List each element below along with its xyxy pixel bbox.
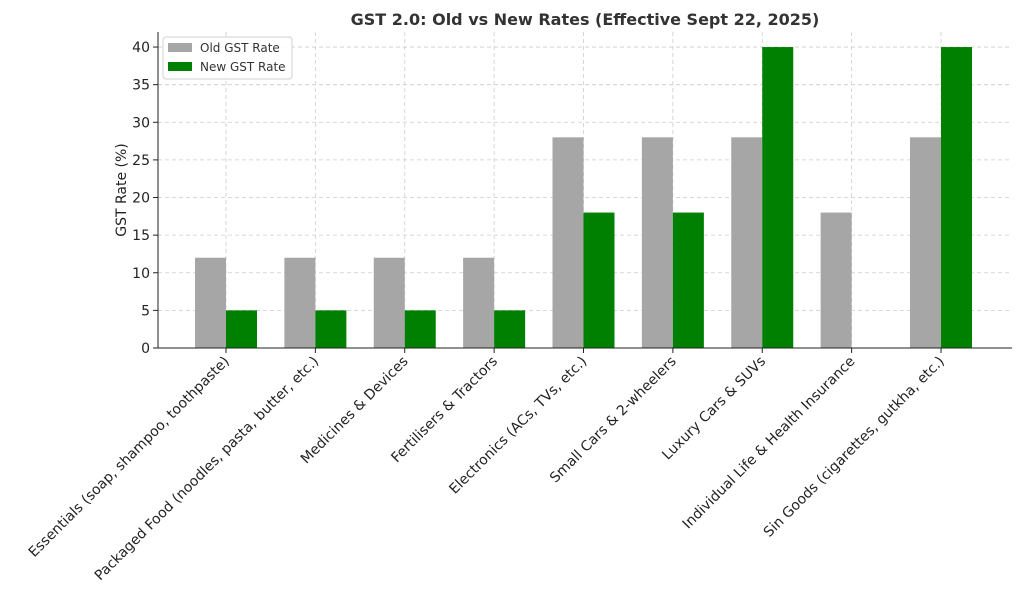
bar-new-1 xyxy=(315,310,347,348)
y-tick-label: 40 xyxy=(132,40,150,56)
x-tick-label: Essentials (soap, shampoo, toothpaste) xyxy=(26,354,233,561)
legend-label-old: Old GST Rate xyxy=(200,41,280,55)
bar-old-1 xyxy=(284,257,316,348)
bar-new-3 xyxy=(494,310,526,348)
y-tick-labels: 0 5 10 15 20 25 30 35 40 xyxy=(132,40,158,357)
y-tick-label: 5 xyxy=(141,303,150,319)
y-tick-label: 10 xyxy=(132,266,150,282)
legend: Old GST Rate New GST Rate xyxy=(162,36,293,80)
bar-new-0 xyxy=(226,310,257,348)
y-tick-label: 20 xyxy=(132,191,150,207)
x-tick-label: Individual Life & Health Insurance xyxy=(680,354,859,533)
bar-old-5 xyxy=(641,137,673,348)
y-tick-label: 0 xyxy=(141,341,150,357)
y-tick-label: 30 xyxy=(132,115,150,131)
y-tick-label: 25 xyxy=(132,153,150,169)
y-tick-label: 35 xyxy=(132,78,150,94)
bar-new-2 xyxy=(404,310,436,348)
legend-label-new: New GST Rate xyxy=(200,60,286,74)
bar-new-5 xyxy=(672,212,704,348)
bar-old-2 xyxy=(373,257,405,348)
bar-new-6 xyxy=(762,47,794,349)
bar-new-4 xyxy=(583,212,615,348)
bar-old-4 xyxy=(552,137,584,348)
bar-old-0 xyxy=(195,257,226,348)
bar-old-3 xyxy=(463,257,495,348)
bar-old-6 xyxy=(731,137,763,348)
x-tick-labels: Essentials (soap, shampoo, toothpaste)Pa… xyxy=(26,348,948,584)
bar-old-8 xyxy=(910,137,941,348)
legend-swatch-old xyxy=(168,43,192,52)
bar-old-7 xyxy=(820,212,852,348)
legend-box xyxy=(162,36,293,80)
x-tick-label: Sin Goods (cigarettes, gutkha, etc.) xyxy=(761,354,948,541)
bars-group xyxy=(195,47,972,349)
y-axis-title: GST Rate (%) xyxy=(114,143,130,237)
bar-new-8 xyxy=(941,47,972,349)
legend-swatch-new xyxy=(168,62,192,71)
chart-title: GST 2.0: Old vs New Rates (Effective Sep… xyxy=(351,10,820,29)
y-tick-label: 15 xyxy=(132,228,150,244)
